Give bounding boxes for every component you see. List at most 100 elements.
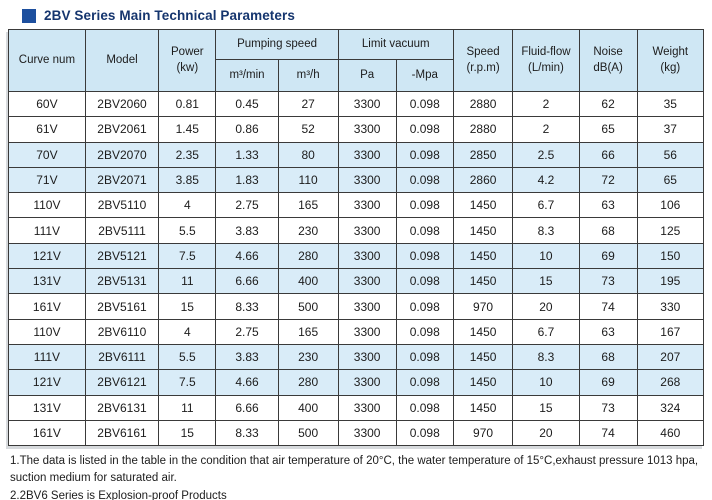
cell-curve-num: 161V	[8, 419, 86, 447]
cell-m3-h: 500	[277, 293, 339, 320]
cell-fluid-flow: 2	[512, 116, 580, 143]
table-row: 111V 2BV5111 5.5 3.83 230 3300 0.098 1450 8.3 68 1…	[8, 217, 705, 244]
cell-noise: 69	[578, 369, 638, 396]
header-fluid-flow: Fluid-flow (L/min)	[512, 29, 580, 92]
cell-noise: 72	[578, 166, 638, 194]
table-row: 71V 2BV2071 3.85 1.83 110 3300 0.098 2860 4.2 72 6…	[8, 166, 705, 194]
header-weight-line2: (kg)	[660, 61, 681, 74]
header-model: Model	[84, 29, 160, 92]
cell-curve-num: 131V	[8, 268, 86, 295]
cell-weight: 37	[636, 116, 705, 143]
cell-noise: 73	[578, 394, 638, 421]
cell-power: 4	[158, 192, 217, 219]
header-m3-min: m³/min	[215, 59, 279, 92]
header-noise-line2: dB(A)	[593, 61, 623, 74]
cell-speed: 1450	[452, 242, 514, 270]
cell-noise: 66	[578, 141, 638, 168]
cell-power: 2.35	[158, 141, 217, 168]
cell-neg-mpa: 0.098	[395, 217, 454, 244]
cell-m3-min: 1.33	[215, 141, 279, 168]
cell-power: 0.81	[158, 90, 217, 118]
cell-speed: 2880	[452, 116, 514, 143]
cell-neg-mpa: 0.098	[395, 192, 454, 219]
cell-m3-h: 400	[277, 394, 339, 421]
cell-pa: 3300	[337, 293, 397, 320]
cell-weight: 330	[636, 293, 705, 320]
header-noise-line1: Noise	[593, 45, 623, 58]
cell-noise: 69	[578, 242, 638, 270]
cell-power: 15	[158, 419, 217, 447]
cell-m3-h: 80	[277, 141, 339, 168]
cell-fluid-flow: 6.7	[512, 318, 580, 345]
cell-power: 3.85	[158, 166, 217, 194]
cell-power: 4	[158, 318, 217, 345]
cell-pa: 3300	[337, 419, 397, 447]
table-row: 121V 2BV5121 7.5 4.66 280 3300 0.098 1450 10 69 15…	[8, 242, 705, 270]
cell-noise: 73	[578, 268, 638, 295]
cell-curve-num: 111V	[8, 217, 86, 244]
cell-model: 2BV6121	[84, 369, 160, 396]
cell-m3-min: 0.45	[215, 90, 279, 118]
table-row: 161V 2BV6161 15 8.33 500 3300 0.098 970 20 74 460	[8, 419, 705, 447]
cell-weight: 167	[636, 318, 705, 345]
cell-curve-num: 111V	[8, 343, 86, 371]
footnotes: 1.The data is listed in the table in the…	[10, 453, 704, 500]
cell-m3-min: 6.66	[215, 394, 279, 421]
title-bullet-icon	[22, 8, 36, 23]
cell-fluid-flow: 10	[512, 242, 580, 270]
header-m3-h: m³/h	[277, 59, 339, 92]
cell-noise: 65	[578, 116, 638, 143]
cell-weight: 35	[636, 90, 705, 118]
cell-weight: 125	[636, 217, 705, 244]
cell-model: 2BV2071	[84, 166, 160, 194]
table-row: 110V 2BV5110 4 2.75 165 3300 0.098 1450 6.7 63 106	[8, 192, 705, 219]
cell-neg-mpa: 0.098	[395, 268, 454, 295]
table-body: 60V 2BV2060 0.81 0.45 27 3300 0.098 2880 2 62 35 61…	[8, 90, 705, 447]
table-row: 111V 2BV6111 5.5 3.83 230 3300 0.098 1450 8.3 68 2…	[8, 343, 705, 371]
cell-model: 2BV6110	[84, 318, 160, 345]
cell-curve-num: 110V	[8, 318, 86, 345]
cell-neg-mpa: 0.098	[395, 166, 454, 194]
table-row: 121V 2BV6121 7.5 4.66 280 3300 0.098 1450 10 69 26…	[8, 369, 705, 396]
cell-curve-num: 121V	[8, 242, 86, 270]
cell-pa: 3300	[337, 268, 397, 295]
cell-speed: 2860	[452, 166, 514, 194]
cell-m3-h: 400	[277, 268, 339, 295]
header-limit-vacuum: Limit vacuum	[337, 29, 454, 60]
cell-neg-mpa: 0.098	[395, 318, 454, 345]
section-title-row: 2BV Series Main Technical Parameters	[22, 8, 704, 23]
cell-fluid-flow: 15	[512, 394, 580, 421]
cell-m3-min: 6.66	[215, 268, 279, 295]
cell-m3-min: 3.83	[215, 217, 279, 244]
header-weight: Weight (kg)	[636, 29, 705, 92]
cell-m3-min: 4.66	[215, 369, 279, 396]
cell-curve-num: 131V	[8, 394, 86, 421]
cell-m3-h: 230	[277, 217, 339, 244]
cell-neg-mpa: 0.098	[395, 141, 454, 168]
cell-curve-num: 161V	[8, 293, 86, 320]
cell-neg-mpa: 0.098	[395, 90, 454, 118]
cell-curve-num: 110V	[8, 192, 86, 219]
cell-noise: 68	[578, 217, 638, 244]
footnote-1: 1.The data is listed in the table in the…	[10, 455, 699, 485]
cell-neg-mpa: 0.098	[395, 369, 454, 396]
cell-m3-min: 3.83	[215, 343, 279, 371]
header-curve-num: Curve num	[8, 29, 86, 92]
cell-curve-num: 121V	[8, 369, 86, 396]
cell-speed: 1450	[452, 369, 514, 396]
cell-fluid-flow: 20	[512, 293, 580, 320]
cell-noise: 68	[578, 343, 638, 371]
table-row: 110V 2BV6110 4 2.75 165 3300 0.098 1450 6.7 63 167	[8, 318, 705, 345]
cell-speed: 1450	[452, 318, 514, 345]
cell-neg-mpa: 0.098	[395, 343, 454, 371]
footnote-2: 2.2BV6 Series is Explosion-proof Product…	[10, 489, 227, 500]
cell-power: 11	[158, 394, 217, 421]
cell-m3-h: 500	[277, 419, 339, 447]
cell-weight: 106	[636, 192, 705, 219]
cell-speed: 1450	[452, 217, 514, 244]
cell-m3-h: 52	[277, 116, 339, 143]
cell-neg-mpa: 0.098	[395, 419, 454, 447]
cell-m3-min: 8.33	[215, 419, 279, 447]
cell-fluid-flow: 10	[512, 369, 580, 396]
